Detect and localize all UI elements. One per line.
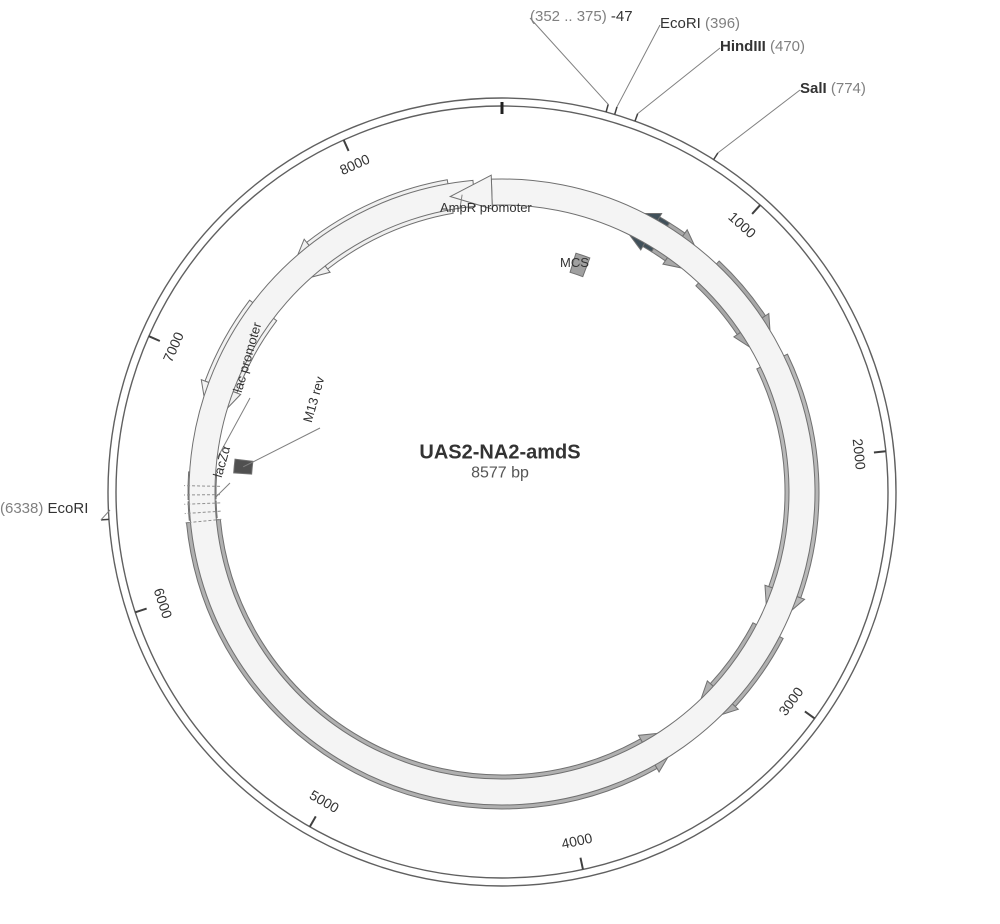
site-label-HindIII: HindIII (470) bbox=[720, 38, 805, 55]
feature-AmpR promoter bbox=[189, 175, 815, 805]
feature-label-MCS: MCS bbox=[560, 255, 589, 270]
site-label-SalI: SalI (774) bbox=[800, 80, 866, 97]
feature-label-AmpR promoter: AmpR promoter bbox=[440, 200, 532, 215]
site-label-EcoRI: (6338) EcoRI bbox=[0, 500, 88, 517]
svg-text:6000: 6000 bbox=[151, 586, 176, 621]
svg-text:5000: 5000 bbox=[307, 787, 342, 816]
plasmid-map: 10002000300040005000600070008000lacZαUAS… bbox=[0, 0, 1000, 924]
svg-text:8000: 8000 bbox=[337, 151, 372, 178]
site-label--47: (352 .. 375) -47 bbox=[530, 8, 633, 25]
svg-text:7000: 7000 bbox=[160, 329, 187, 364]
svg-text:1000: 1000 bbox=[725, 209, 759, 242]
site-label-EcoRI: EcoRI (396) bbox=[660, 15, 740, 32]
plasmid-svg: 10002000300040005000600070008000lacZαUAS… bbox=[0, 0, 1000, 924]
svg-text:2000: 2000 bbox=[850, 438, 869, 471]
svg-text:3000: 3000 bbox=[775, 684, 806, 719]
svg-text:4000: 4000 bbox=[560, 830, 594, 852]
